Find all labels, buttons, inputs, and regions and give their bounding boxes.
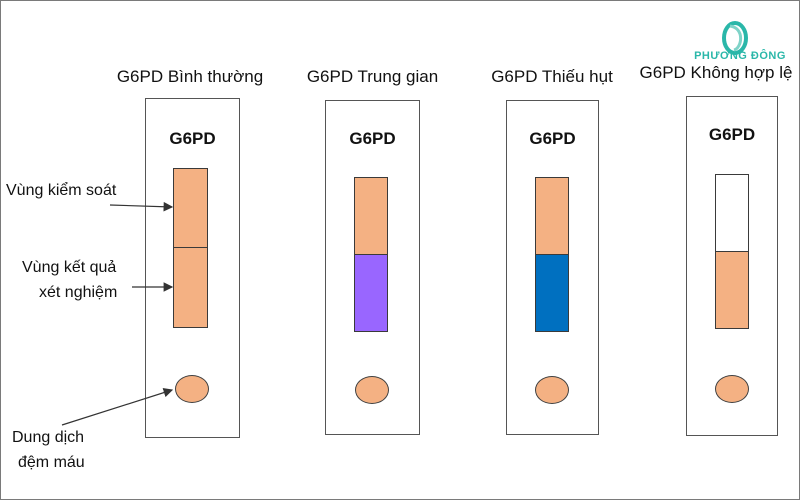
blood-buffer-well bbox=[355, 376, 389, 404]
result-zone bbox=[535, 254, 569, 332]
result-zone bbox=[354, 254, 388, 332]
test-card-normal: G6PD bbox=[145, 98, 240, 438]
control-zone bbox=[173, 168, 208, 248]
control-zone bbox=[715, 174, 749, 252]
column-title-normal: G6PD Bình thường bbox=[116, 67, 264, 86]
column-title-deficient: G6PD Thiếu hụt bbox=[491, 67, 613, 86]
arrow-blood-buffer bbox=[61, 387, 174, 426]
annotation-buffer-line2: đệm máu bbox=[18, 454, 85, 471]
control-zone bbox=[354, 177, 388, 255]
card-label: G6PD bbox=[708, 125, 756, 144]
blood-buffer-well bbox=[535, 376, 569, 404]
annotation-buffer-line1: Dung dịch bbox=[12, 429, 85, 446]
phuong-dong-logo-icon bbox=[722, 21, 748, 55]
control-zone bbox=[535, 177, 569, 255]
annotation-result-zone-line1: Vùng kết quả bbox=[22, 259, 117, 276]
test-card-intermediate: G6PD bbox=[325, 100, 420, 435]
blood-buffer-well bbox=[715, 375, 749, 403]
test-card-invalid: G6PD bbox=[686, 96, 778, 436]
column-title-invalid: G6PD Không hợp lệ bbox=[639, 63, 793, 82]
column-title-intermediate: G6PD Trung gian bbox=[306, 67, 439, 86]
annotation-control-zone: Vùng kiểm soát bbox=[6, 182, 117, 199]
card-label: G6PD bbox=[349, 129, 396, 148]
logo-text: PHƯƠNG ĐÔNG bbox=[694, 50, 786, 62]
card-label: G6PD bbox=[169, 129, 216, 148]
result-zone bbox=[715, 251, 749, 329]
card-label: G6PD bbox=[529, 129, 576, 148]
annotation-result-zone-line2: xét nghiệm bbox=[39, 284, 118, 301]
arrow-control-zone bbox=[109, 201, 174, 212]
blood-buffer-well bbox=[175, 375, 209, 403]
result-zone bbox=[173, 247, 208, 328]
test-card-deficient: G6PD bbox=[506, 100, 599, 435]
